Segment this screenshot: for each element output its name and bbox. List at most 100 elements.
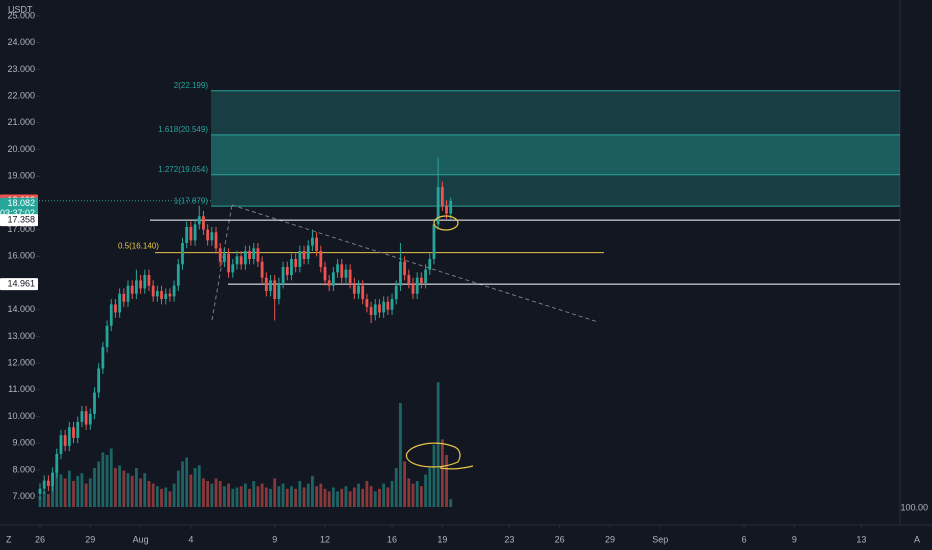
y-tick-label: 23.000 [7, 64, 35, 74]
volume-bar [227, 483, 230, 507]
volume-bar [357, 483, 360, 507]
trendline [231, 204, 599, 323]
x-tick-label: Aug [133, 534, 149, 544]
candle-body [239, 256, 243, 265]
volume-bar [55, 468, 59, 507]
candle-body [306, 245, 310, 260]
volume-bar [202, 478, 205, 507]
volume-bar [223, 486, 226, 507]
volume-bar [273, 478, 277, 507]
candle-body [59, 435, 63, 454]
y-tick-label: 11.000 [8, 384, 35, 394]
candle-body [436, 186, 440, 225]
x-tick-label: 26 [555, 534, 565, 544]
candle-body [122, 293, 126, 302]
candle-body [411, 283, 415, 294]
y-tick-label: 7.000 [12, 491, 35, 501]
volume-bar [197, 465, 201, 507]
volume-bar [193, 468, 197, 507]
candle-body [264, 277, 268, 292]
fib-zone [211, 134, 900, 175]
y-tick-label: 20.000 [7, 144, 35, 154]
y-tick-label: 22.000 [7, 91, 35, 101]
volume-bar [210, 483, 214, 507]
volume-scale-label: 100.00 [900, 502, 928, 512]
candle-body [415, 277, 419, 294]
candle-body [419, 277, 423, 284]
candle-body [327, 280, 331, 286]
volume-bar [352, 487, 356, 507]
candle-body [298, 250, 302, 268]
volume-bar [101, 452, 105, 507]
candle-body [126, 285, 130, 302]
volume-bar [369, 486, 373, 507]
volume-bar [176, 470, 180, 507]
y-tick-label: 16.000 [7, 251, 35, 261]
candle-body [210, 232, 214, 241]
corner-icon[interactable]: Z [6, 534, 12, 544]
candle-body [352, 283, 356, 294]
volume-bar [319, 483, 323, 507]
volume-bar [281, 483, 285, 507]
volume-bar [218, 481, 222, 507]
volume-bar [114, 468, 117, 507]
volume-bar [59, 474, 63, 507]
y-tick-label: 17.000 [7, 224, 35, 234]
volume-bar [63, 478, 67, 507]
countdown: 03:37:02 [0, 208, 35, 218]
volume-bar [290, 486, 293, 507]
volume-bar [51, 483, 54, 507]
volume-bar [407, 478, 411, 507]
candle-body [424, 269, 427, 284]
volume-bar [252, 481, 256, 507]
volume-bar [399, 403, 402, 507]
unit-label: USDT [8, 4, 33, 14]
volume-bar [424, 474, 427, 507]
volume-bar [311, 475, 314, 507]
candle-body [256, 248, 260, 262]
y-tick-label: 8.000 [12, 464, 35, 474]
candle-body [214, 232, 218, 249]
volume-bar [449, 499, 453, 507]
candle-body [97, 368, 101, 393]
candle-body [46, 480, 50, 486]
candle-body [55, 453, 59, 473]
candle-body [357, 285, 360, 294]
candle-body [260, 261, 264, 278]
candle-body [340, 264, 344, 278]
corner-icon[interactable]: A [914, 534, 920, 544]
volume-bar [415, 481, 419, 507]
volume-bar [38, 496, 42, 507]
volume-bar [160, 488, 163, 507]
volume-bar [428, 468, 432, 507]
fib-label: 1.272(19.054) [158, 165, 208, 174]
candle-body [223, 253, 226, 262]
volume-bar [97, 461, 101, 507]
candle-body [311, 237, 314, 246]
fib-zone [211, 90, 900, 135]
volume-bar [445, 455, 448, 507]
volume-bar [432, 444, 436, 507]
candle-body [206, 229, 210, 241]
candle-body [151, 285, 155, 297]
volume-bar [235, 487, 239, 507]
x-tick-label: 26 [35, 534, 45, 544]
candle-body [164, 293, 168, 300]
candle-body [80, 411, 84, 422]
volume-bar [285, 488, 289, 507]
candle-body [51, 472, 54, 486]
volume-bar [436, 382, 440, 507]
candle-body [373, 304, 377, 316]
volume-bar [382, 483, 386, 507]
annotation-circle [433, 215, 459, 231]
candle-body [202, 216, 205, 230]
volume-bar [189, 474, 193, 507]
volume-bar [315, 486, 319, 507]
volume-bar [42, 491, 46, 507]
volume-bar [239, 486, 243, 507]
volume-bar [122, 470, 126, 507]
candle-body [394, 285, 398, 300]
half-level-label: 0.5(16.140) [118, 242, 159, 251]
candle-body [76, 421, 80, 438]
